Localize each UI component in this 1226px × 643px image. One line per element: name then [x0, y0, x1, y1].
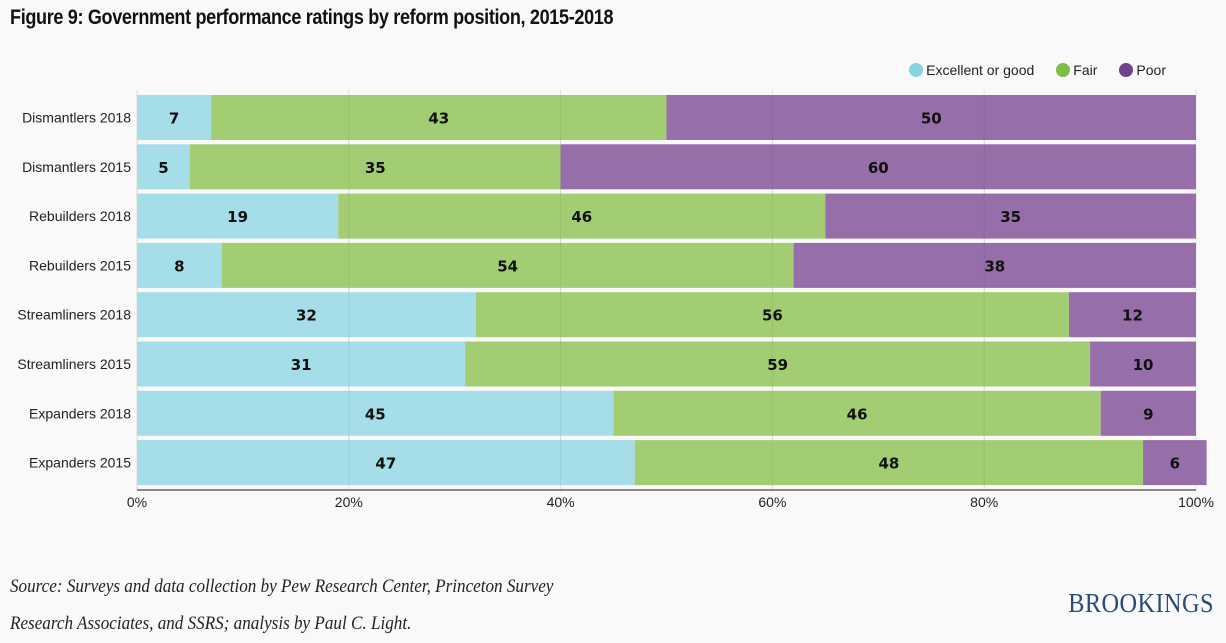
legend-swatch-fair [1056, 63, 1071, 77]
legend-item-poor[interactable]: Poor [1119, 62, 1166, 78]
bar-segment-fair [189, 144, 561, 190]
data-label: 5 [158, 159, 168, 177]
category-label: Expanders 2018 [29, 405, 131, 421]
legend-swatch-poor [1119, 63, 1134, 77]
category-label: Streamliners 2015 [17, 356, 131, 372]
bar-segment-poor [560, 144, 1196, 190]
category-label: Rebuilders 2015 [29, 257, 131, 273]
bar-segment-poor [1068, 292, 1196, 338]
legend-item-excellent-or-good[interactable]: Excellent or good [909, 62, 1034, 78]
category-label: Rebuilders 2018 [29, 208, 131, 224]
category-label: Expanders 2015 [29, 455, 131, 471]
x-tick-label: 0% [127, 494, 147, 510]
data-label: 12 [1122, 307, 1143, 325]
x-tick-label: 60% [758, 494, 786, 510]
data-label: 48 [878, 455, 899, 473]
bar-segment-fair [221, 242, 794, 288]
x-tick-label: 80% [970, 494, 998, 510]
data-label: 60 [868, 159, 889, 177]
data-label: 7 [169, 110, 179, 128]
data-label: 31 [291, 356, 312, 374]
bar-segment-excellent-or-good [137, 95, 212, 140]
bar-segment-poor [1100, 390, 1196, 436]
data-label: 50 [921, 110, 942, 128]
data-label: 46 [847, 405, 868, 423]
category-label: Dismantlers 2018 [22, 110, 131, 126]
bar-segment-poor [1143, 440, 1207, 486]
legend: Excellent or good Fair Poor [909, 62, 1166, 78]
bar-segment-excellent-or-good [137, 440, 635, 486]
brookings-logo: BROOKINGS [1068, 588, 1214, 618]
legend-swatch-excellent-or-good [909, 63, 924, 77]
category-label: Streamliners 2018 [17, 307, 131, 323]
bar-segment-fair [211, 95, 667, 140]
data-label: 35 [365, 159, 386, 177]
bar-segment-excellent-or-good [137, 292, 476, 338]
data-label: 10 [1133, 356, 1154, 374]
bar-segment-poor [666, 95, 1196, 140]
data-label: 59 [767, 356, 788, 374]
bar-segment-poor [825, 193, 1196, 239]
data-label: 9 [1143, 405, 1153, 423]
bar-segment-excellent-or-good [137, 144, 190, 190]
data-label: 6 [1170, 455, 1180, 473]
data-label: 46 [571, 208, 592, 226]
data-label: 19 [227, 208, 248, 226]
data-label: 43 [428, 110, 449, 128]
bar-segment-poor [793, 242, 1196, 288]
category-label: Dismantlers 2015 [22, 159, 131, 175]
chart-svg: Dismantlers 2018 7 43 50 Dismantlers 2015 5 35… [17, 90, 1214, 510]
data-label: 38 [984, 257, 1005, 275]
data-label: 35 [1000, 208, 1021, 226]
legend-label: Excellent or good [926, 62, 1035, 78]
source-line-1: Source: Surveys and data collection by P… [10, 576, 554, 597]
data-label: 47 [375, 455, 396, 473]
legend-label: Poor [1136, 62, 1166, 78]
bar-segment-fair [338, 193, 826, 239]
bar-segment-fair [634, 440, 1144, 486]
legend-label: Fair [1073, 62, 1098, 78]
x-tick-label: 20% [335, 494, 363, 510]
data-label: 8 [174, 257, 184, 275]
bar-segment-fair [475, 292, 1069, 338]
bar-segment-excellent-or-good [137, 390, 614, 436]
bar-segment-excellent-or-good [137, 341, 466, 387]
bar-segment-excellent-or-good [137, 242, 222, 288]
legend-item-fair[interactable]: Fair [1056, 62, 1097, 78]
data-label: 54 [497, 257, 518, 275]
bar-segment-excellent-or-good [137, 193, 339, 239]
bar-segment-poor [1090, 341, 1196, 387]
source-line-2: Research Associates, and SSRS; analysis … [10, 613, 412, 634]
data-label: 45 [365, 405, 386, 423]
data-label: 56 [762, 307, 783, 325]
chart-title: Figure 9: Government performance ratings… [10, 6, 614, 29]
bar-segment-fair [465, 341, 1091, 387]
bar-segment-fair [613, 390, 1101, 436]
x-tick-label: 40% [547, 494, 575, 510]
x-tick-label: 100% [1178, 494, 1214, 510]
data-label: 32 [296, 307, 317, 325]
